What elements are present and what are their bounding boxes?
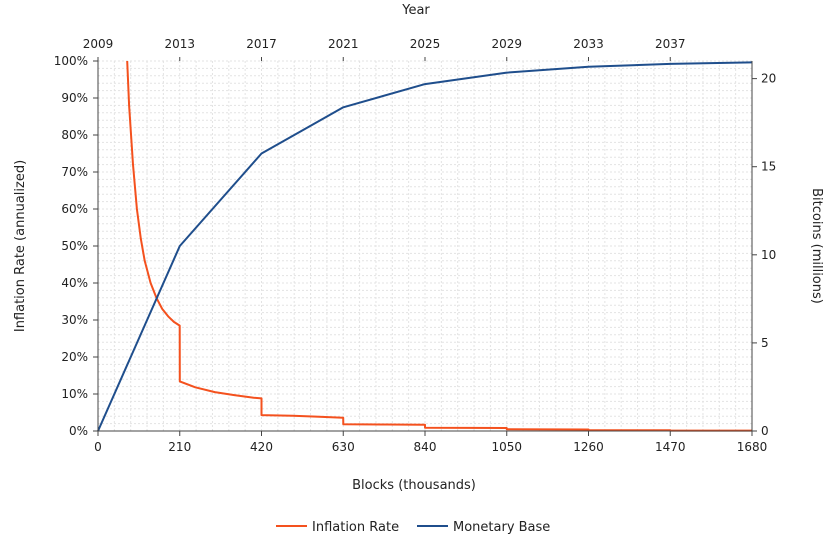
y-left-tick-label: 70% <box>61 165 88 179</box>
y-right-tick-label: 0 <box>761 424 769 438</box>
x-tick-label: 0 <box>94 440 102 454</box>
y-left-tick-label: 10% <box>61 387 88 401</box>
y-left-tick-label: 20% <box>61 350 88 364</box>
x-tick-label: 630 <box>332 440 355 454</box>
legend: Inflation Rate Monetary Base <box>276 520 550 535</box>
legend-label-inflation-rate: Inflation Rate <box>312 520 399 535</box>
y-left-tick-label: 90% <box>61 91 88 105</box>
x-tick-label: 1260 <box>573 440 604 454</box>
y-left-tick-label: 0% <box>69 424 88 438</box>
series-line-monetary-base <box>97 61 753 432</box>
left-axis-title: Inflation Rate (annualized) <box>13 160 28 332</box>
top-tick-label: 2033 <box>573 37 604 51</box>
series-line-inflation-rate <box>126 60 752 432</box>
top-tick-label: 2017 <box>246 37 277 51</box>
x-tick-label: 1050 <box>491 440 522 454</box>
y-right-tick-label: 10 <box>761 248 776 262</box>
x-tick-label: 210 <box>168 440 191 454</box>
legend-label-monetary-base: Monetary Base <box>453 520 550 535</box>
axes <box>93 57 757 436</box>
y-left-tick-label: 100% <box>54 54 88 68</box>
top-tick-label: 2021 <box>328 37 359 51</box>
top-axis-title: Year <box>401 3 430 18</box>
top-tick-label: 2029 <box>491 37 522 51</box>
y-left-tick-label: 60% <box>61 202 88 216</box>
y-left-tick-label: 50% <box>61 239 88 253</box>
x-tick-label: 840 <box>414 440 437 454</box>
y-right-tick-label: 5 <box>761 336 769 350</box>
y-left-tick-label: 80% <box>61 128 88 142</box>
x-tick-label: 1470 <box>655 440 686 454</box>
top-tick-label: 2037 <box>655 37 686 51</box>
x-axis-title: Blocks (thousands) <box>352 478 476 493</box>
y-left-tick-label: 30% <box>61 313 88 327</box>
y-left-tick-label: 40% <box>61 276 88 290</box>
y-right-tick-label: 20 <box>761 72 776 86</box>
grid <box>97 60 753 432</box>
x-tick-label: 1680 <box>737 440 768 454</box>
right-axis-title: Bitcoins (millions) <box>809 188 824 304</box>
x-tick-label: 420 <box>250 440 273 454</box>
top-tick-label: 2025 <box>410 37 441 51</box>
top-tick-label: 2009 <box>83 37 114 51</box>
y-right-tick-label: 15 <box>761 160 776 174</box>
top-tick-label: 2013 <box>164 37 195 51</box>
series-layer <box>97 60 753 432</box>
